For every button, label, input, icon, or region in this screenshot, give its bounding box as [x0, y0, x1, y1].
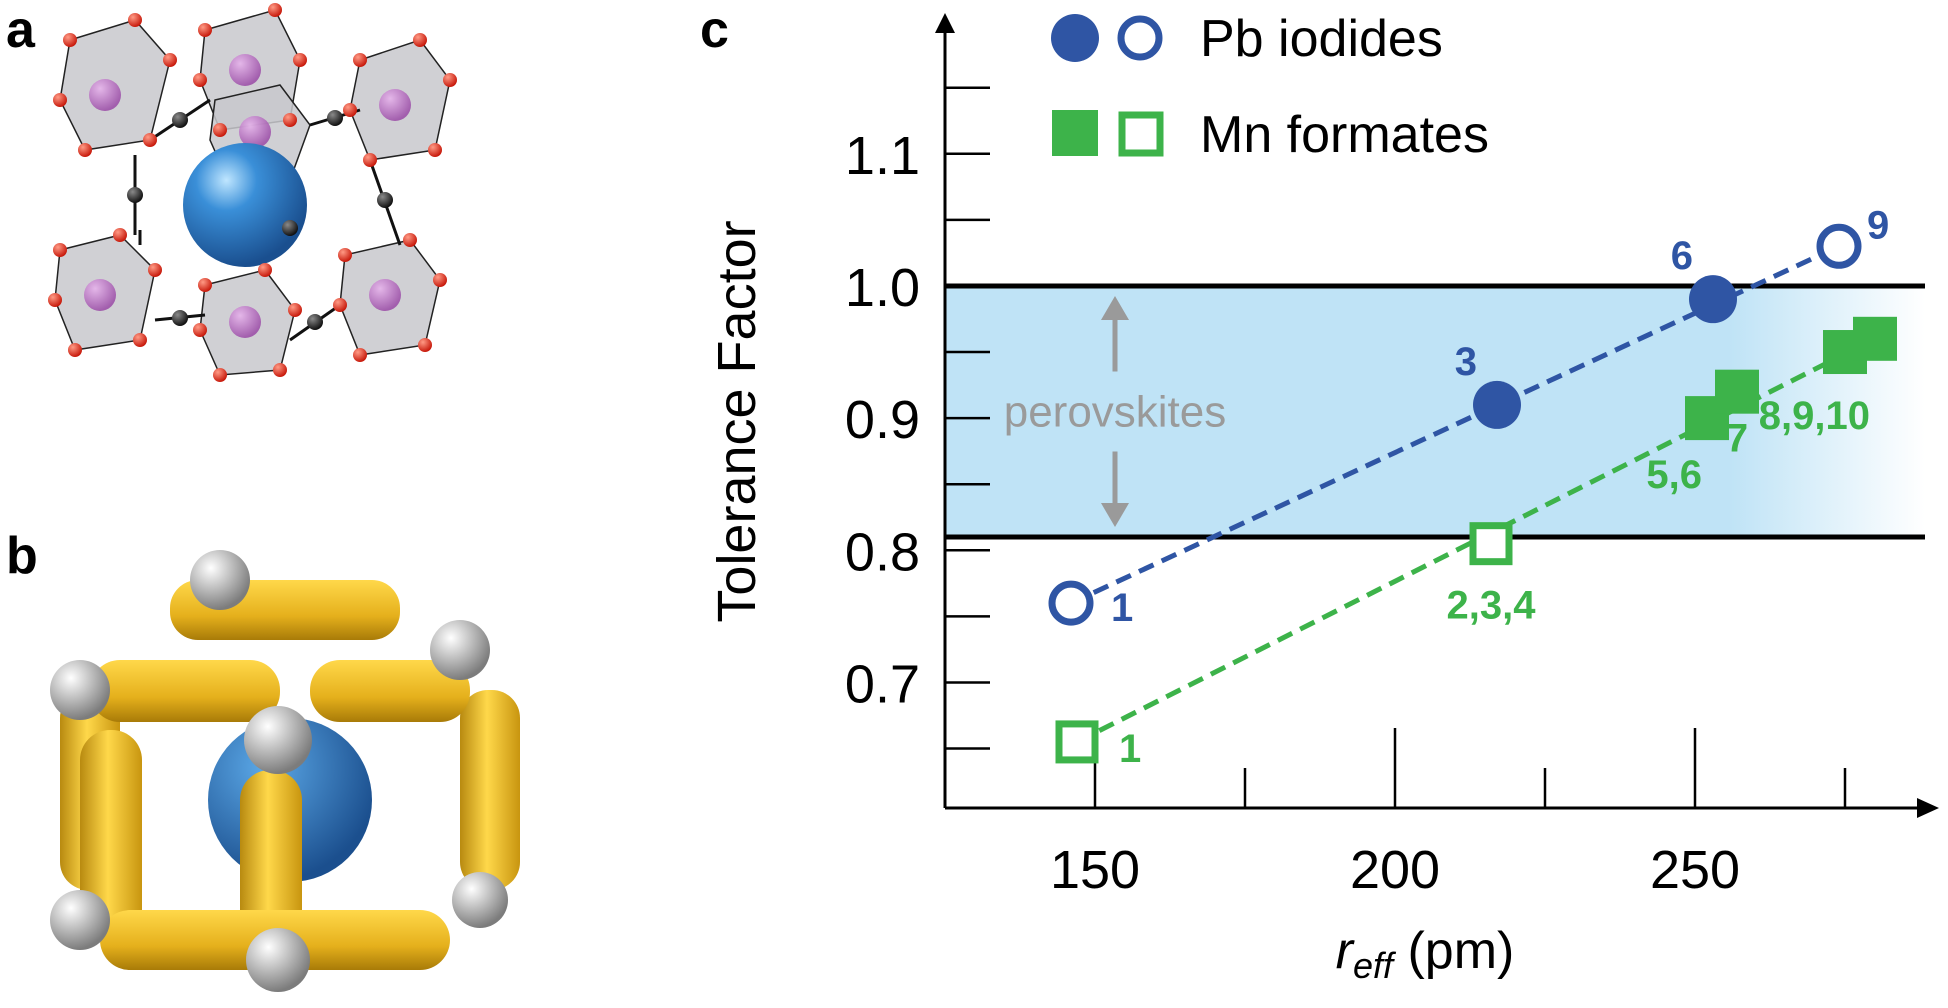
y-tick-label: 0.7 [845, 654, 920, 714]
point-label: 6 [1671, 234, 1693, 278]
carbon-atoms [127, 110, 393, 330]
point-label: 5,6 [1646, 453, 1702, 497]
point-label: 1 [1119, 727, 1141, 771]
legend-mn-formates: Mn formates [1200, 106, 1489, 164]
rod-top-left [90, 660, 280, 722]
octahedron-bottom-right [339, 239, 441, 356]
x-axis-title-unit: (pm) [1393, 922, 1514, 980]
point-label: 7 [1726, 417, 1748, 461]
x-tick-label: 200 [1350, 840, 1440, 900]
open-circle-marker [1048, 580, 1094, 626]
open-square-marker [1055, 720, 1099, 764]
band-arrow-up-head [1101, 295, 1129, 320]
y-tick-label: 1.1 [845, 126, 920, 186]
panel-label-a: a [6, 1, 35, 59]
point-label: 2,3,4 [1447, 584, 1537, 628]
x-tick-label: 250 [1650, 840, 1740, 900]
central-cation-sphere [183, 143, 307, 267]
y-axis-title: Tolerance Factor [707, 220, 767, 622]
rod-back-right [460, 690, 520, 890]
chart-ticks: 0.7 0.8 0.9 1.0 1.1 150 200 250 [845, 86, 1847, 900]
filled-circle-marker [1473, 380, 1521, 429]
y-tick-label: 0.8 [845, 522, 920, 582]
point-label: 3 [1455, 340, 1477, 384]
cube-schematic-image [50, 550, 520, 992]
legend-mn-markers [1052, 110, 1164, 157]
panel-label-b: b [6, 527, 38, 585]
open-circle-marker [1816, 223, 1862, 269]
point-label: 8,9,10 [1759, 394, 1870, 438]
chart-legend: Pb iodides Mn formates [1051, 10, 1489, 164]
filled-square-marker [1853, 316, 1897, 361]
x-tick-label: 150 [1050, 840, 1140, 900]
legend-pb-markers [1051, 14, 1163, 62]
y-axis-arrowhead [935, 13, 955, 33]
chart-axes [935, 13, 1939, 818]
x-axis-title-main: r [1336, 922, 1356, 980]
filled-square-marker [1715, 369, 1759, 414]
legend-pb-iodides: Pb iodides [1200, 10, 1443, 68]
legend-filled-square [1052, 110, 1098, 156]
band-arrow-down-head [1101, 503, 1129, 528]
open-square-marker [1469, 522, 1513, 566]
y-tick-label: 1.0 [845, 258, 920, 318]
data-markers [1048, 223, 1897, 764]
rod-top-right [310, 660, 470, 722]
x-axis-arrowhead [1917, 798, 1939, 818]
filled-circle-marker [1689, 275, 1737, 324]
corner-spheres [50, 550, 508, 992]
legend-open-square [1118, 111, 1164, 157]
point-label: 9 [1867, 203, 1889, 247]
framework-structure-image [48, 3, 457, 382]
x-axis-title-sub: eff [1353, 945, 1397, 986]
x-axis-title: reff (pm) [1336, 922, 1515, 986]
point-label: 1 [1111, 586, 1133, 630]
point-labels: 1 3 6 9 1 2,3,4 5,6 78,9,10 [1111, 203, 1889, 771]
oxygen-atoms [48, 3, 457, 382]
legend-filled-circle [1051, 14, 1099, 62]
panel-label-c: c [700, 1, 729, 59]
y-tick-label: 0.9 [845, 390, 920, 450]
perovskite-band [945, 285, 1925, 538]
rod-front-left [80, 730, 142, 940]
band-label: perovskites [1004, 388, 1227, 437]
band-arrow [1101, 295, 1129, 528]
legend-open-circle [1117, 15, 1163, 61]
